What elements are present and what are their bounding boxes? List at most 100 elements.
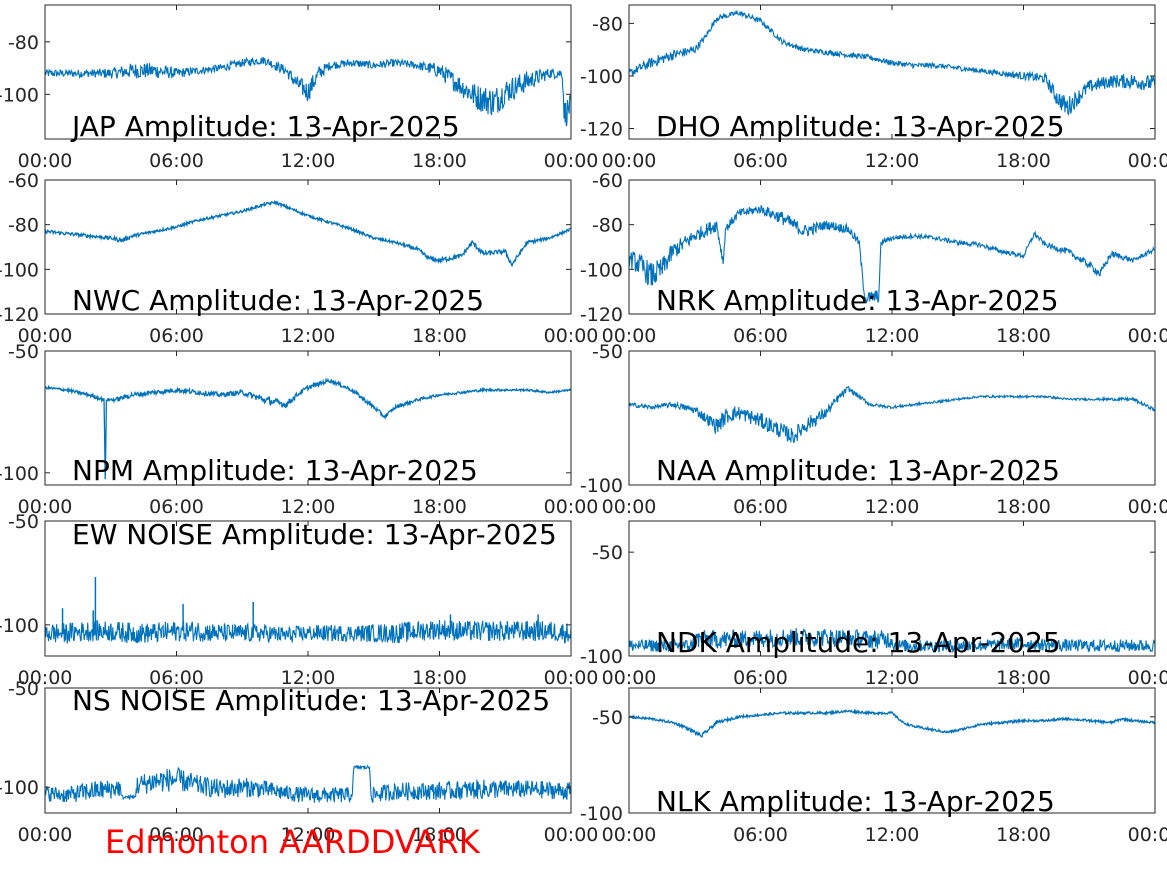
x-tick-label: 06:00: [733, 824, 788, 846]
x-tick-label: 00:00: [544, 325, 599, 347]
x-tick-label: 00:00: [544, 150, 599, 172]
x-tick-label: 06:00: [149, 824, 204, 846]
x-tick-label: 06:00: [149, 150, 204, 172]
x-tick-label: 18:00: [996, 496, 1051, 518]
chart-panel-1: 00:00 06:00 12:00 18:00 00:00 -80 -100 JAP Ampl…: [0, 4, 599, 172]
x-tick-label: 12:00: [865, 325, 920, 347]
chart-panel-7: 00:00 06:00 12:00 18:00 00:00 -50 -100 EW NOISE…: [0, 511, 598, 689]
y-tick-label: -100: [580, 475, 623, 497]
y-tick-label: -100: [580, 66, 623, 88]
x-tick-label: 18:00: [412, 150, 467, 172]
y-tick-label: -80: [8, 215, 39, 237]
x-tick-label: 00:00: [18, 496, 73, 518]
x-tick-label: 12:00: [865, 824, 920, 846]
chart-title: EW NOISE Amplitude: 13-Apr-2025: [72, 518, 557, 551]
y-tick-label: -100: [580, 646, 623, 668]
x-tick-label: 00:00: [544, 667, 599, 689]
x-tick-label: 06:00: [733, 325, 788, 347]
y-tick-label: -50: [592, 707, 623, 729]
y-tick-label: -100: [580, 259, 623, 281]
x-tick-label: 00:00: [1128, 150, 1167, 172]
x-tick-label: 12:00: [281, 496, 336, 518]
y-tick-label: -100: [0, 84, 39, 106]
y-tick-label: -120: [0, 304, 39, 326]
x-tick-label: 00:00: [602, 150, 657, 172]
x-tick-label: 12:00: [865, 667, 920, 689]
x-tick-label: 06:00: [733, 496, 788, 518]
x-tick-label: 00:00: [602, 325, 657, 347]
chart-panel-2: 00:00 06:00 12:00 18:00 00:00 -80 -100 -120 DHO …: [580, 4, 1167, 172]
y-tick-label: -60: [592, 170, 623, 192]
x-tick-label: 00:00: [1128, 667, 1167, 689]
x-tick-label: 00:00: [18, 824, 73, 846]
chart-panel-8: 00:00 06:00 12:00 18:00 00:00 -50 -100 NDK Ampl…: [580, 520, 1167, 689]
x-tick-label: 18:00: [412, 325, 467, 347]
x-tick-label: 00:00: [1128, 325, 1167, 347]
chart-title: NDK Amplitude: 13-Apr-2025: [656, 626, 1061, 659]
y-tick-label: -80: [8, 32, 39, 54]
x-tick-label: 00:00: [1128, 824, 1167, 846]
x-tick-label: 18:00: [412, 824, 467, 846]
x-tick-label: 12:00: [281, 150, 336, 172]
series-line: [629, 9, 1155, 116]
series-line: [45, 764, 571, 804]
x-tick-label: 12:00: [281, 325, 336, 347]
chart-title: NS NOISE Amplitude: 13-Apr-2025: [72, 684, 550, 717]
y-tick-label: -50: [592, 341, 623, 363]
x-tick-label: 12:00: [281, 667, 336, 689]
series-line: [45, 56, 571, 127]
chart-panel-6: 00:00 06:00 12:00 18:00 00:00 -50 -100 NAA Ampl…: [580, 341, 1167, 518]
y-tick-label: -100: [0, 463, 39, 485]
x-tick-label: 18:00: [996, 667, 1051, 689]
x-tick-label: 00:00: [18, 325, 73, 347]
x-tick-label: 18:00: [412, 667, 467, 689]
x-tick-label: 06:00: [733, 667, 788, 689]
y-tick-label: -50: [592, 542, 623, 564]
y-tick-label: -50: [8, 511, 39, 533]
y-tick-label: -50: [8, 678, 39, 700]
x-tick-label: 06:00: [149, 496, 204, 518]
chart-title: NAA Amplitude: 13-Apr-2025: [656, 454, 1060, 487]
x-tick-label: 12:00: [865, 496, 920, 518]
y-tick-label: -60: [8, 170, 39, 192]
chart-panel-9: 00:00 06:00 12:00 18:00 00:00 -50 -100 NS NOISE…: [0, 678, 598, 846]
y-tick-label: -100: [0, 615, 39, 637]
figure-caption: Edmonton AARDDVARK: [105, 823, 481, 861]
chart-title: NRK Amplitude: 13-Apr-2025: [656, 284, 1059, 317]
x-tick-label: 18:00: [996, 150, 1051, 172]
x-tick-label: 00:00: [602, 824, 657, 846]
x-tick-label: 06:00: [733, 150, 788, 172]
y-tick-label: -80: [592, 215, 623, 237]
x-tick-label: 00:00: [544, 824, 599, 846]
y-tick-label: -80: [592, 13, 623, 35]
y-tick-label: -100: [0, 777, 39, 799]
y-tick-label: -50: [8, 341, 39, 363]
chart-panel-3: 00:00 06:00 12:00 18:00 00:00 -60 -80 -100 -120 N…: [0, 170, 598, 347]
series-line: [629, 204, 1155, 304]
chart-title: NWC Amplitude: 13-Apr-2025: [72, 284, 484, 317]
y-tick-label: -100: [0, 259, 39, 281]
chart-panel-5: 00:00 06:00 12:00 18:00 00:00 -50 -100 NPM Ampl…: [0, 341, 598, 518]
x-tick-label: 00:00: [602, 667, 657, 689]
chart-title: DHO Amplitude: 13-Apr-2025: [656, 110, 1065, 143]
panels-layer: 00:00 06:00 12:00 18:00 00:00 -80 -100 JAP Ampl…: [0, 4, 1167, 846]
x-tick-label: 06:00: [149, 325, 204, 347]
y-tick-label: -120: [580, 304, 623, 326]
x-tick-label: 18:00: [996, 325, 1051, 347]
x-tick-label: 00:00: [1128, 496, 1167, 518]
x-tick-label: 12:00: [865, 150, 920, 172]
series-line: [45, 619, 571, 644]
chart-panel-4: 00:00 06:00 12:00 18:00 00:00 -60 -80 -100 -120 N…: [580, 170, 1167, 347]
chart-title: JAP Amplitude: 13-Apr-2025: [70, 110, 460, 143]
x-tick-label: 06:00: [149, 667, 204, 689]
y-tick-label: -100: [580, 803, 623, 825]
chart-title: NLK Amplitude: 13-Apr-2025: [656, 785, 1055, 818]
x-tick-label: 18:00: [996, 824, 1051, 846]
x-tick-label: 00:00: [18, 150, 73, 172]
x-tick-label: 00:00: [18, 667, 73, 689]
series-line: [629, 385, 1155, 444]
chart-title: NPM Amplitude: 13-Apr-2025: [72, 454, 478, 487]
x-tick-label: 00:00: [602, 496, 657, 518]
y-tick-label: -120: [580, 118, 623, 140]
